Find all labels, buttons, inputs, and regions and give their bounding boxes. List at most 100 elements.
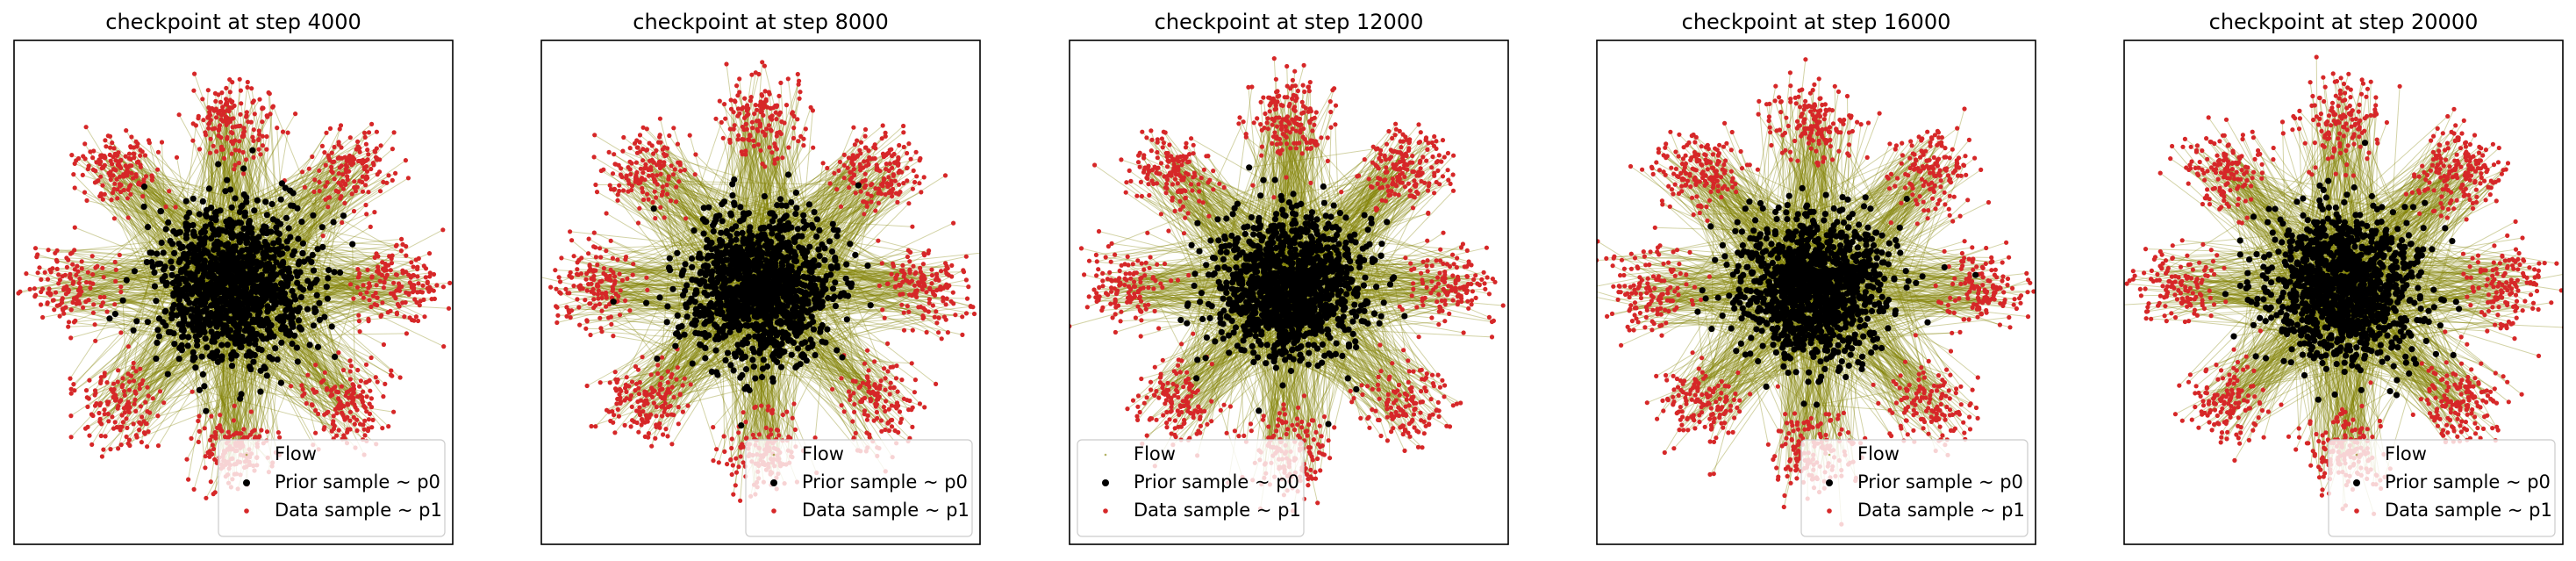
data-sample-point [368,224,373,229]
flow-line [668,353,774,390]
data-sample-point [338,196,343,201]
prior-sample-point [223,293,230,300]
data-sample-point [126,151,132,156]
data-sample-point [155,167,161,172]
data-sample-point [131,365,136,370]
prior-sample-point [309,251,316,259]
flow-line [238,126,265,227]
prior-sample-point [176,229,183,236]
legend-data-marker [244,508,249,514]
prior-sample-point [279,284,286,291]
prior-sample-point [332,353,339,360]
data-sample-point [386,173,391,178]
data-sample-point [373,291,378,296]
flow-line [754,110,758,268]
prior-sample-point [310,267,318,274]
data-sample-point [627,308,633,313]
flow-line [226,303,242,434]
data-sample-point [630,272,635,277]
data-sample-point [851,167,857,172]
data-sample-point [336,180,341,185]
data-sample-point [251,138,256,143]
prior-sample-point [260,322,267,329]
data-sample-point [375,379,380,385]
data-sample-point [352,402,357,407]
flow-line [597,284,792,328]
data-sample-point [610,171,616,176]
prior-sample-point [238,279,245,286]
data-sample-point [237,76,242,82]
flow-line [678,336,718,450]
flow-line [737,344,912,411]
data-sample-point [124,416,129,421]
prior-sample-point [236,208,243,216]
prior-sample-point [235,219,242,226]
prior-sample-point [249,332,256,339]
prior-sample-point [314,246,321,253]
data-sample-point [354,284,361,290]
data-sample-point [64,264,69,270]
data-sample-point [251,127,256,133]
data-sample-point [319,143,325,148]
flow-line [232,179,393,291]
prior-sample-point [171,249,178,256]
data-sample-point [313,430,318,435]
data-sample-point [119,413,125,418]
data-sample-point [71,172,76,177]
flow-line [700,345,744,447]
data-sample-point [397,304,402,309]
flow-line [590,265,767,288]
flow-line [669,176,805,222]
prior-sample-point [131,268,138,275]
data-sample-point [212,490,218,495]
flow-line [662,148,839,231]
data-sample-point [197,147,203,152]
prior-sample-point [185,270,192,277]
flow-line [297,256,376,277]
prior-sample-point [160,249,167,256]
data-sample-point [88,285,93,291]
data-sample-point [398,248,404,254]
data-sample-point [341,433,347,438]
flow-line [790,249,876,385]
data-sample-point [24,271,29,277]
prior-sample-point [171,341,178,348]
data-sample-point [340,367,347,373]
data-sample-point [114,425,119,430]
flow-line [18,251,208,294]
flow-line [667,147,741,222]
data-sample-point [361,130,368,135]
flow-line [794,251,922,279]
prior-sample-point [227,334,234,342]
data-sample-point [218,117,224,122]
prior-samples [106,147,356,414]
prior-sample-point [239,232,247,239]
data-sample-point [351,296,356,301]
flow-line [754,303,954,368]
data-sample-point [226,109,232,114]
data-sample-point [275,126,280,131]
prior-sample-point [179,275,186,282]
prior-sample-point [175,280,182,287]
data-sample-point [415,264,420,270]
data-sample-point [321,427,326,432]
data-sample-point [260,119,265,125]
flow-line [192,352,206,468]
data-sample-point [32,246,39,251]
data-sample-point [39,289,44,295]
data-sample-point [196,418,201,424]
data-sample-point [108,169,113,175]
prior-sample-point [147,249,154,256]
data-sample-point [350,398,355,403]
prior-sample-point [195,277,202,284]
data-sample-point [192,71,197,76]
prior-sample-point [295,235,302,242]
data-sample-point [115,379,120,385]
data-sample-point [340,219,345,226]
prior-sample-point [248,327,256,334]
data-sample-point [683,216,689,221]
flow-line [240,206,385,283]
data-sample-point [890,165,895,170]
flow-line [313,291,406,327]
prior-sample-point [234,329,241,336]
